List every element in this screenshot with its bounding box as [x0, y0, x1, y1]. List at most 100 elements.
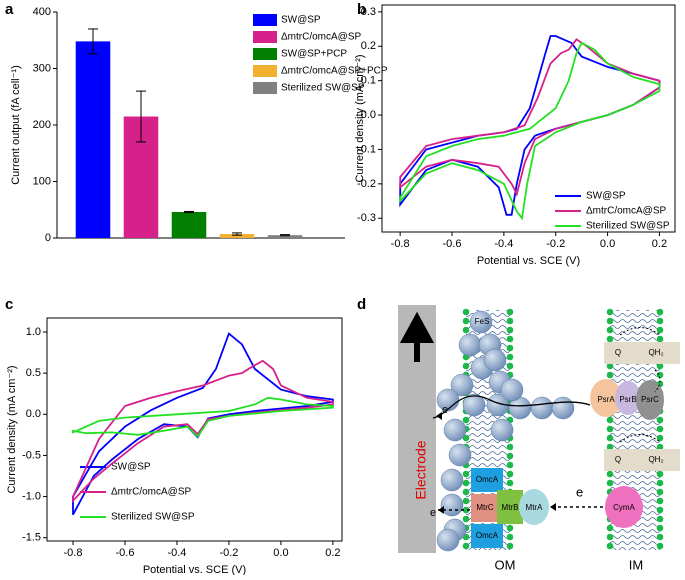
omca [471, 468, 503, 492]
panel-letter: c [5, 296, 13, 313]
panel-letter: a [5, 1, 14, 18]
x-tick-label: -0.2 [219, 547, 238, 559]
lipid-head [506, 461, 514, 469]
arrow [399, 311, 435, 362]
ball [462, 393, 486, 417]
lipid-head [656, 506, 664, 514]
quinone-box [604, 342, 680, 364]
label: MtrB [502, 503, 519, 512]
legend-swatch [253, 31, 277, 43]
label: PsrC [641, 395, 659, 404]
psrb [615, 381, 641, 415]
legend-label: Sterilized SW@SP [281, 83, 365, 94]
lipid-head [656, 326, 664, 334]
label: e [576, 484, 583, 499]
y-tick-label: 1.0 [26, 326, 41, 338]
legend-label: ΔmtrC/omcA@SP [111, 487, 192, 498]
ball [436, 528, 460, 552]
lipid-head [606, 317, 614, 325]
lipid-head [506, 470, 514, 478]
label: Q [615, 348, 621, 357]
lipid-head [656, 425, 664, 433]
lipid-head [606, 335, 614, 343]
y-tick-label: 0.1 [361, 75, 376, 87]
ball [490, 418, 514, 442]
error-bar [136, 90, 146, 143]
y-tick-label: 0.2 [361, 40, 376, 52]
bar [75, 41, 111, 238]
ball [443, 418, 467, 442]
cyma [605, 486, 643, 528]
lipid-head [462, 308, 470, 316]
lipid-head [462, 362, 470, 370]
lipid-head [606, 479, 614, 487]
ball [440, 468, 464, 492]
lipid-head [656, 317, 664, 325]
legend-label: SW@SP [586, 191, 626, 202]
lipid-head [506, 479, 514, 487]
lipid-head [462, 479, 470, 487]
lipid-head [656, 434, 664, 442]
lipid-head [462, 542, 470, 550]
lipid-head [506, 452, 514, 460]
lipid-head [462, 506, 470, 514]
label: OmcA [476, 475, 499, 484]
x-tick-label: 0.2 [652, 238, 667, 250]
psra [590, 379, 622, 417]
quinone-box [604, 449, 680, 471]
lipid-head [462, 416, 470, 424]
label: QH₂ [648, 348, 663, 357]
x-axis-label: Potential vs. SCE (V) [477, 255, 580, 267]
lipid-head [462, 434, 470, 442]
lipid-head [506, 335, 514, 343]
x-tick-label: -0.8 [64, 547, 83, 559]
label: e [442, 404, 448, 416]
lipid-head [606, 533, 614, 541]
legend-label: ΔmtrC/omcA@SP [281, 32, 362, 43]
lipid-head [462, 515, 470, 523]
lipid-head [656, 443, 664, 451]
lipid-head [606, 326, 614, 334]
y-tick-label: 200 [33, 119, 51, 131]
lipid-head [656, 362, 664, 370]
ball [469, 310, 493, 334]
y-tick-label: -1.0 [22, 490, 41, 502]
lipid-head [606, 425, 614, 433]
error-bar [280, 234, 290, 237]
ball [500, 378, 524, 402]
legend-label: SW@SP+PCP [281, 49, 347, 60]
label: FeS [475, 317, 490, 326]
y-tick-label: 0 [45, 232, 51, 244]
lipid-head [506, 326, 514, 334]
x-tick-label: -0.4 [494, 238, 513, 250]
lipid-head [656, 533, 664, 541]
mtrb [497, 490, 523, 524]
x-tick-label: -0.4 [167, 547, 186, 559]
lipid-head [462, 470, 470, 478]
y-axis-label: Current density (mA cm⁻²) [354, 54, 366, 182]
label: IM [629, 557, 643, 572]
electrode-label: Electrode [413, 440, 429, 499]
label: CymA [613, 503, 635, 512]
omca [471, 524, 503, 548]
ball [551, 396, 575, 420]
label: e [430, 507, 436, 519]
legend-swatch [253, 48, 277, 60]
ball [530, 396, 554, 420]
cv-curve [399, 35, 661, 216]
legend-label: ΔmtrC/omcA@SP [586, 206, 667, 217]
plot-frame [46, 317, 343, 542]
y-tick-label: 300 [33, 62, 51, 74]
lipid-head [606, 308, 614, 316]
lipid-head [462, 497, 470, 505]
lipid-head [462, 488, 470, 496]
x-tick-label: 0.0 [273, 547, 288, 559]
quinone-cycle [619, 327, 661, 443]
legend-swatch [253, 65, 277, 77]
mtrc [471, 494, 501, 522]
lipid-head [656, 308, 664, 316]
x-tick-label: -0.8 [391, 238, 410, 250]
lipid-head [656, 524, 664, 532]
y-tick-label: -0.2 [357, 178, 376, 190]
y-tick-label: 0.0 [26, 408, 41, 420]
